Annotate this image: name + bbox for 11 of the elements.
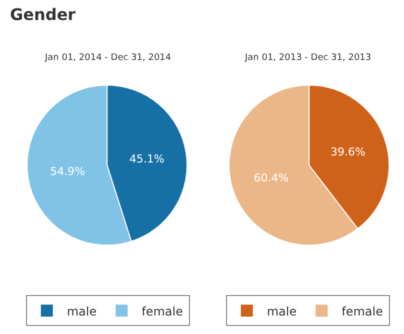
legend-label: male xyxy=(66,304,97,318)
legend-label: female xyxy=(342,304,383,318)
data-label: 45.1% xyxy=(129,152,164,166)
legend-label: female xyxy=(142,304,184,318)
data-label: 60.4% xyxy=(254,172,289,184)
data-label: 54.9% xyxy=(50,164,86,178)
chart-subtitle: Jan 01, 2014 - Dec 31, 2014 xyxy=(44,53,172,63)
legend-label: male xyxy=(266,304,297,318)
chart-subtitle: Jan 01, 2013 - Dec 31, 2013 xyxy=(244,53,372,63)
data-label: 39.6% xyxy=(330,145,366,158)
chart-title: Gender xyxy=(10,5,76,24)
